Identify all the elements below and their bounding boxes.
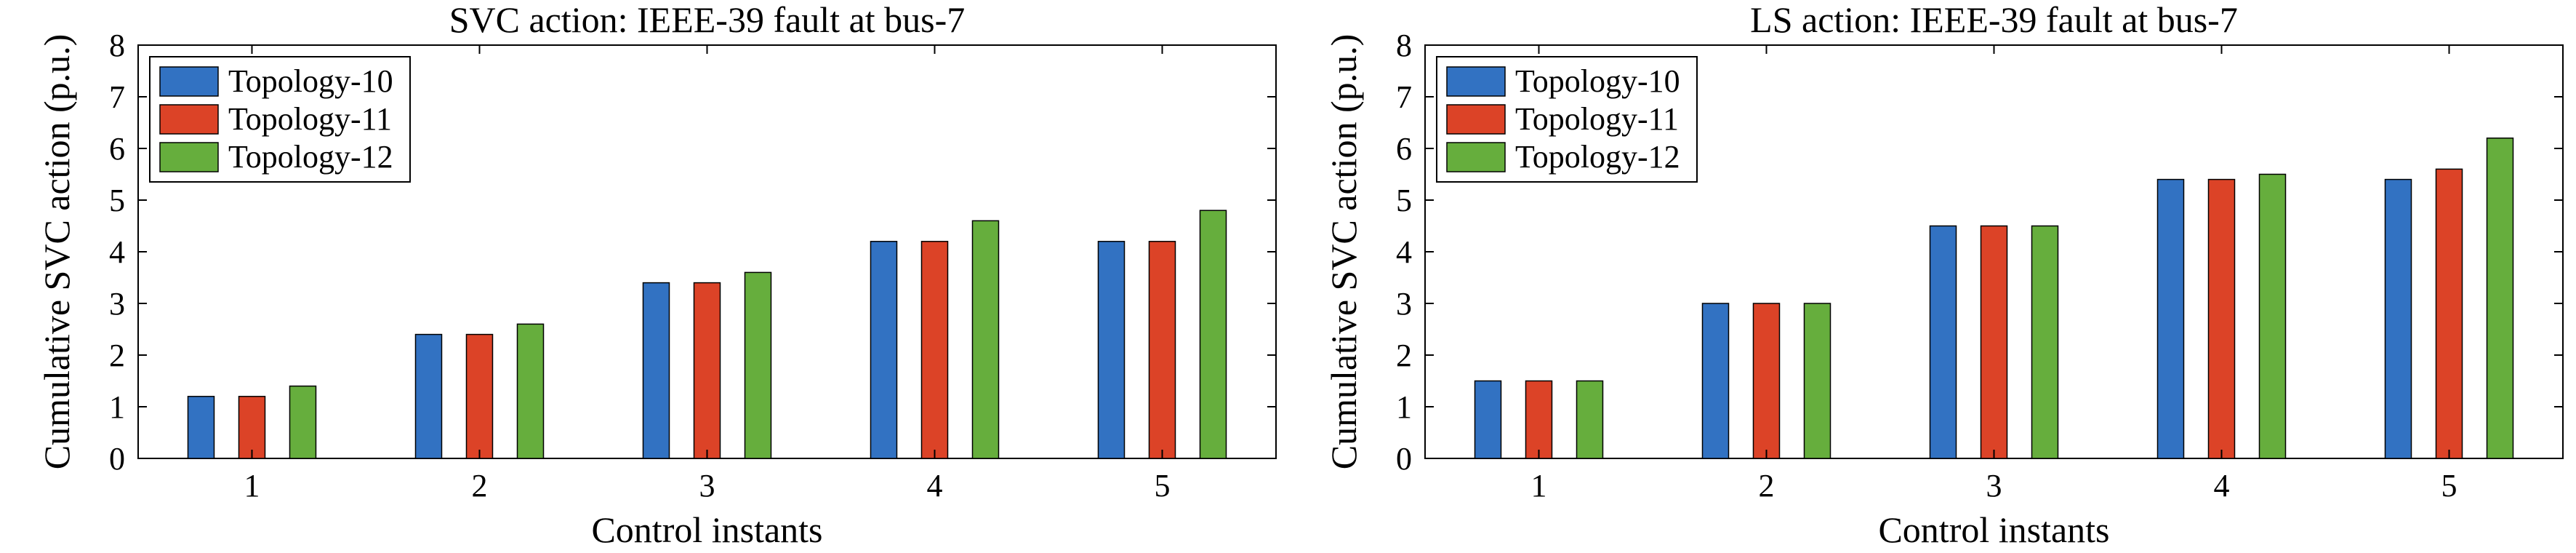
y-tick-label: 1 bbox=[109, 389, 125, 425]
legend-swatch-topology-12 bbox=[159, 142, 219, 172]
legend-label-topology-12: Topology-12 bbox=[1515, 139, 1680, 175]
bar-topology-11-1 bbox=[238, 396, 266, 459]
legend-label-topology-10: Topology-10 bbox=[228, 63, 393, 99]
bar-topology-11-2 bbox=[465, 333, 494, 459]
y-tick-label: 5 bbox=[1396, 183, 1412, 218]
x-tick-label: 2 bbox=[472, 468, 488, 504]
bar-topology-10-4 bbox=[2156, 178, 2185, 459]
y-tick-label: 8 bbox=[1396, 28, 1412, 63]
chart-panel-2: 0 1 2 3 4 5 6 7 8 1 2 3 4 5 LS action: IEEE-39 fault a… bbox=[1323, 0, 2564, 550]
x-tick-label: 3 bbox=[699, 468, 715, 504]
y-tick-label: 3 bbox=[1396, 286, 1412, 322]
x-tick-label: 4 bbox=[927, 468, 943, 504]
y-tick-label: 5 bbox=[109, 183, 125, 218]
legend-swatch-topology-12 bbox=[1446, 142, 1506, 172]
bar-topology-10-1 bbox=[1474, 380, 1502, 459]
bar-topology-12-3 bbox=[2031, 225, 2059, 459]
bar-topology-12-3 bbox=[744, 271, 772, 459]
bar-topology-12-4 bbox=[971, 220, 1000, 459]
bar-topology-10-1 bbox=[187, 396, 215, 459]
x-tick-label: 1 bbox=[1531, 468, 1547, 504]
y-tick-label: 4 bbox=[1396, 234, 1412, 270]
chart-panel-1: 0 1 2 3 4 5 6 7 8 1 2 3 4 5 SVC action: IEEE-39 fault … bbox=[36, 0, 1277, 550]
y-axis-label: Cumulative SVC action (p.u.) bbox=[1323, 34, 1364, 470]
x-tick-label: 3 bbox=[1986, 468, 2002, 504]
y-tick-label: 8 bbox=[109, 28, 125, 63]
bar-topology-12-2 bbox=[1803, 303, 1831, 459]
y-tick-label: 6 bbox=[1396, 131, 1412, 167]
bar-topology-11-5 bbox=[1148, 241, 1176, 459]
y-tick-label: 0 bbox=[109, 441, 125, 477]
bar-topology-11-5 bbox=[2435, 168, 2463, 459]
y-tick-label: 4 bbox=[109, 234, 125, 270]
bar-topology-11-2 bbox=[1752, 303, 1781, 459]
chart-title: SVC action: IEEE-39 fault at bus-7 bbox=[449, 0, 966, 40]
bar-topology-10-4 bbox=[870, 241, 898, 459]
bar-topology-10-5 bbox=[1097, 241, 1126, 459]
y-tick-label: 2 bbox=[109, 338, 125, 373]
y-tick-label: 6 bbox=[109, 131, 125, 167]
bar-topology-10-3 bbox=[642, 282, 670, 459]
legend-swatch-topology-10 bbox=[159, 66, 219, 97]
bar-topology-12-1 bbox=[1576, 380, 1604, 459]
bar-topology-11-1 bbox=[1525, 380, 1553, 459]
bar-topology-10-5 bbox=[2384, 178, 2412, 459]
x-axis-label: Control instants bbox=[1878, 509, 2109, 549]
x-tick-label: 2 bbox=[1759, 468, 1775, 504]
bar-topology-12-1 bbox=[289, 385, 317, 459]
y-tick-label: 7 bbox=[1396, 79, 1412, 115]
x-tick-label: 1 bbox=[244, 468, 260, 504]
bar-topology-12-5 bbox=[1199, 210, 1227, 459]
bar-topology-11-4 bbox=[920, 241, 949, 459]
legend-swatch-topology-11 bbox=[1446, 104, 1506, 135]
bar-topology-12-2 bbox=[516, 323, 545, 459]
legend-swatch-topology-10 bbox=[1446, 66, 1506, 97]
x-axis-label: Control instants bbox=[591, 509, 822, 549]
chart-title: LS action: IEEE-39 fault at bus-7 bbox=[1750, 0, 2238, 40]
x-tick-label: 4 bbox=[2214, 468, 2230, 504]
y-tick-label: 2 bbox=[1396, 338, 1412, 373]
x-tick-label: 5 bbox=[1155, 468, 1171, 504]
legend-swatch-topology-11 bbox=[159, 104, 219, 135]
y-tick-label: 3 bbox=[109, 286, 125, 322]
y-tick-label: 0 bbox=[1396, 441, 1412, 477]
legend-label-topology-11: Topology-11 bbox=[228, 101, 392, 137]
legend-label-topology-10: Topology-10 bbox=[1515, 63, 1680, 99]
bar-topology-12-4 bbox=[2258, 173, 2287, 459]
x-tick-label: 5 bbox=[2441, 468, 2457, 504]
bar-topology-10-2 bbox=[1701, 303, 1730, 459]
legend-label-topology-12: Topology-12 bbox=[228, 139, 393, 175]
bar-topology-11-3 bbox=[1980, 225, 2008, 459]
legend-label-topology-11: Topology-11 bbox=[1515, 101, 1679, 137]
bar-topology-11-4 bbox=[2207, 178, 2236, 459]
y-tick-label: 7 bbox=[109, 79, 125, 115]
y-tick-label: 1 bbox=[1396, 389, 1412, 425]
bar-topology-11-3 bbox=[693, 282, 721, 459]
y-axis-label: Cumulative SVC action (p.u.) bbox=[36, 34, 77, 470]
bar-topology-10-2 bbox=[414, 333, 443, 459]
bar-topology-12-5 bbox=[2486, 138, 2514, 459]
bar-topology-10-3 bbox=[1929, 225, 1957, 459]
